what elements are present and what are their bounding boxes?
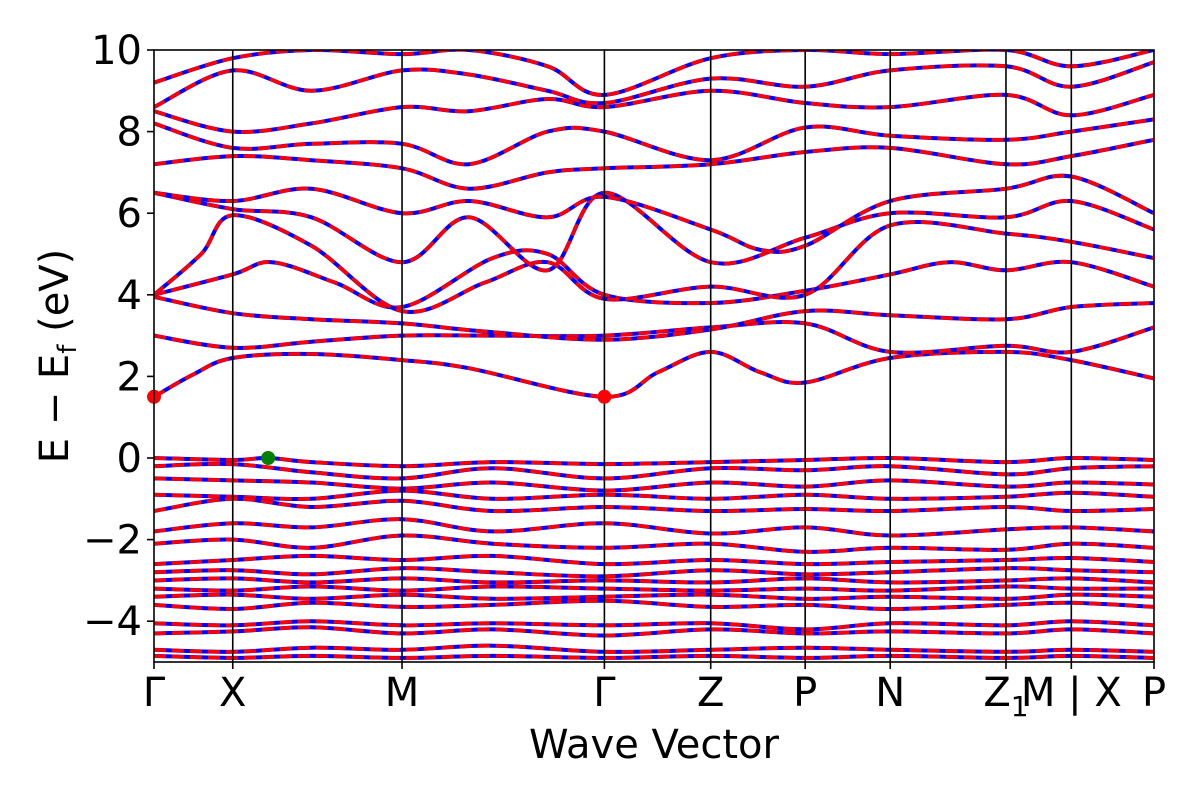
x-tick-label: M (385, 670, 420, 716)
x-tick-label-main: Z (697, 670, 724, 716)
y-tick-label: 2 (117, 354, 142, 400)
x-tick-label: Z (697, 670, 724, 716)
y-tick-label: 4 (117, 273, 142, 319)
band-line-spin-up-vb7 (154, 533, 1154, 554)
x-tick-label: P (1142, 670, 1166, 716)
band-line-spin-up-cb7 (154, 173, 1154, 254)
band-line-spin-down-cb4 (154, 248, 1154, 310)
x-tick-label: N (875, 670, 905, 716)
high-symmetry-lines (231, 50, 1073, 662)
y-axis-label-unit: (eV) (32, 249, 78, 345)
y-tick-label: 10 (91, 28, 142, 74)
band-line-spin-up-cb8 (154, 138, 1154, 191)
y-axis-label: E − Ef (eV) (32, 249, 83, 464)
x-tick-label-main: M (385, 670, 420, 716)
band-line-spin-up-cb12 (154, 50, 1154, 97)
x-axis-label: Wave Vector (529, 722, 780, 768)
band-line-spin-up-cb2 (154, 320, 1154, 355)
x-tick-label: X (219, 670, 246, 716)
y-tick-label: 0 (117, 436, 142, 482)
x-tick-label: Γ (143, 670, 166, 716)
y-axis-ticks: −4 −2 0 2 4 6 8 10 (83, 28, 154, 645)
band-line-spin-down-cb5 (154, 213, 1154, 314)
band-line-spin-up-cb5 (154, 213, 1154, 314)
extrema-markers (147, 389, 612, 465)
x-tick-label-main: P (1142, 670, 1166, 716)
bands-layer (154, 50, 1154, 660)
y-axis-label-main: E − E (32, 354, 78, 464)
x-tick-label-main: Z (983, 670, 1010, 716)
x-tick-label-sub: 1 (1011, 690, 1029, 723)
x-tick-label-main: Γ (143, 670, 166, 716)
y-tick-label: 6 (117, 191, 142, 237)
x-tick-label-main: X (219, 670, 246, 716)
band-line-spin-up-cb10 (154, 88, 1154, 134)
band-line-spin-down-vb3 (154, 476, 1154, 493)
x-tick-label: Γ (593, 670, 616, 716)
x-tick-label: M | X (1021, 670, 1122, 716)
x-tick-label-main: M | X (1021, 670, 1122, 716)
x-tick-label-main: Γ (593, 670, 616, 716)
band-line-spin-up-cb1 (154, 350, 1154, 399)
plot-frame (153, 49, 1155, 663)
cbm-marker (597, 389, 612, 404)
y-tick-label: −2 (83, 518, 142, 564)
band-line-spin-down-cb12 (154, 50, 1154, 97)
x-tick-label-main: N (875, 670, 905, 716)
y-tick-label: 8 (117, 110, 142, 156)
x-tick-label: P (793, 670, 817, 716)
vbm-marker (261, 451, 276, 465)
band-line-spin-up-cb4 (154, 248, 1154, 310)
band-line-spin-down-cb1 (154, 349, 1154, 399)
y-axis-label-sub: f (53, 344, 83, 354)
x-tick-label-main: P (793, 670, 817, 716)
y-tick-label: −4 (83, 599, 142, 645)
x-tick-label: Z1 (983, 670, 1028, 723)
